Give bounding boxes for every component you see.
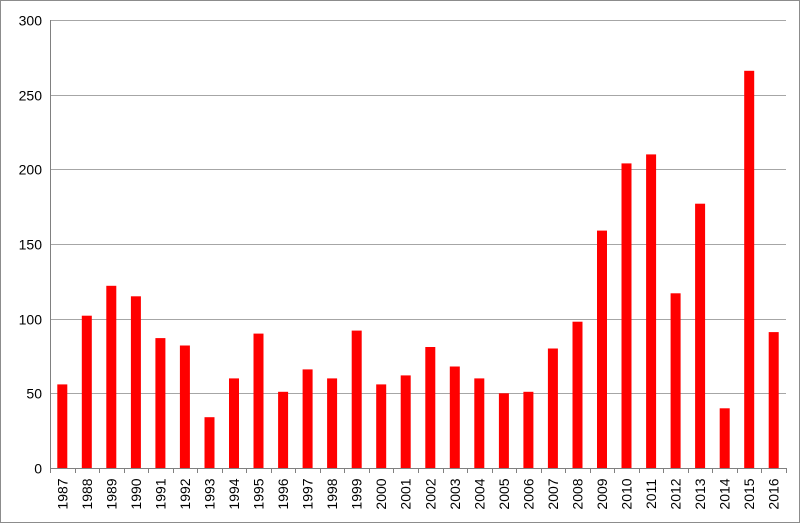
x-tick-label: 1987 bbox=[54, 478, 70, 509]
bar-1993 bbox=[204, 417, 215, 468]
x-tick-label: 2016 bbox=[766, 478, 782, 509]
bar-2007 bbox=[547, 348, 558, 468]
bar-1990 bbox=[130, 296, 141, 468]
bar-1988 bbox=[81, 315, 92, 468]
x-tick-label: 2009 bbox=[594, 478, 610, 509]
y-tick-label: 0 bbox=[34, 461, 42, 477]
bars bbox=[57, 70, 779, 469]
axes bbox=[50, 20, 787, 473]
x-tick-labels: 1987 1988 1989 1990 1991 1992 1993 1994 1995 1996… bbox=[54, 478, 781, 509]
bar-2004 bbox=[474, 378, 485, 468]
bar-1991 bbox=[155, 338, 166, 468]
x-tick-label: 1999 bbox=[349, 478, 365, 509]
y-tick-label: 300 bbox=[19, 13, 43, 29]
x-tick-label: 2006 bbox=[520, 478, 536, 509]
x-tick-label: 2001 bbox=[398, 478, 414, 509]
bar-2005 bbox=[498, 393, 509, 468]
bar-1997 bbox=[302, 369, 313, 468]
y-tick-labels: 0 50 100 150 200 250 300 bbox=[19, 13, 43, 477]
y-tick-label: 100 bbox=[19, 312, 43, 328]
bar-1999 bbox=[351, 330, 362, 468]
bar-2013 bbox=[695, 203, 706, 468]
bar-1992 bbox=[179, 345, 190, 468]
bar-1995 bbox=[253, 333, 264, 468]
bar-2016 bbox=[768, 332, 779, 468]
bar-2014 bbox=[719, 408, 730, 468]
bar-2001 bbox=[400, 375, 411, 468]
bar-1998 bbox=[327, 378, 338, 468]
x-tick-label: 2015 bbox=[741, 478, 757, 509]
bar-2008 bbox=[572, 321, 583, 468]
gridlines bbox=[50, 20, 786, 394]
bar-2003 bbox=[449, 366, 460, 468]
x-tick-label: 2000 bbox=[373, 478, 389, 509]
x-tick-label: 1988 bbox=[79, 478, 95, 509]
bar-1994 bbox=[229, 378, 239, 468]
x-tick-label: 1997 bbox=[300, 478, 316, 509]
x-tick-label: 1989 bbox=[103, 478, 119, 509]
x-tick-label: 1994 bbox=[226, 478, 242, 509]
x-tick-label: 2013 bbox=[692, 478, 708, 509]
x-tick-label: 2012 bbox=[668, 478, 684, 509]
x-tick-label: 1991 bbox=[152, 478, 168, 509]
bar-2012 bbox=[670, 293, 681, 468]
x-tick-label: 1996 bbox=[275, 478, 291, 509]
bar-2010 bbox=[621, 163, 632, 468]
y-tick-label: 150 bbox=[19, 237, 43, 253]
y-tick-label: 250 bbox=[19, 88, 43, 104]
x-tick-label: 1995 bbox=[251, 478, 267, 509]
x-tick-label: 2004 bbox=[471, 478, 487, 509]
x-tick-label: 1998 bbox=[324, 478, 340, 509]
bar-2009 bbox=[597, 230, 607, 468]
bar-2006 bbox=[523, 391, 534, 468]
bar-2000 bbox=[376, 384, 387, 468]
x-tick-label: 2008 bbox=[570, 478, 586, 509]
x-tick-label: 1993 bbox=[202, 478, 218, 509]
x-tick-label: 1990 bbox=[128, 478, 144, 509]
x-tick-label: 2014 bbox=[717, 478, 733, 509]
y-tick-label: 200 bbox=[19, 162, 43, 178]
x-tick-label: 2003 bbox=[447, 478, 463, 509]
x-tick-label: 2007 bbox=[545, 478, 561, 509]
bar-1987 bbox=[57, 384, 68, 468]
bar-2011 bbox=[646, 154, 657, 468]
x-tick-label: 2010 bbox=[619, 478, 635, 509]
y-tick-label: 50 bbox=[26, 386, 42, 402]
x-tick-label: 2002 bbox=[422, 478, 438, 509]
x-tick-label: 2011 bbox=[643, 479, 659, 509]
x-tick-label: 1992 bbox=[177, 478, 193, 509]
bar-2015 bbox=[744, 70, 755, 469]
bar-2002 bbox=[425, 347, 436, 468]
bar-1996 bbox=[278, 391, 289, 468]
x-tick-label: 2005 bbox=[496, 478, 512, 509]
bar-1989 bbox=[106, 285, 117, 468]
